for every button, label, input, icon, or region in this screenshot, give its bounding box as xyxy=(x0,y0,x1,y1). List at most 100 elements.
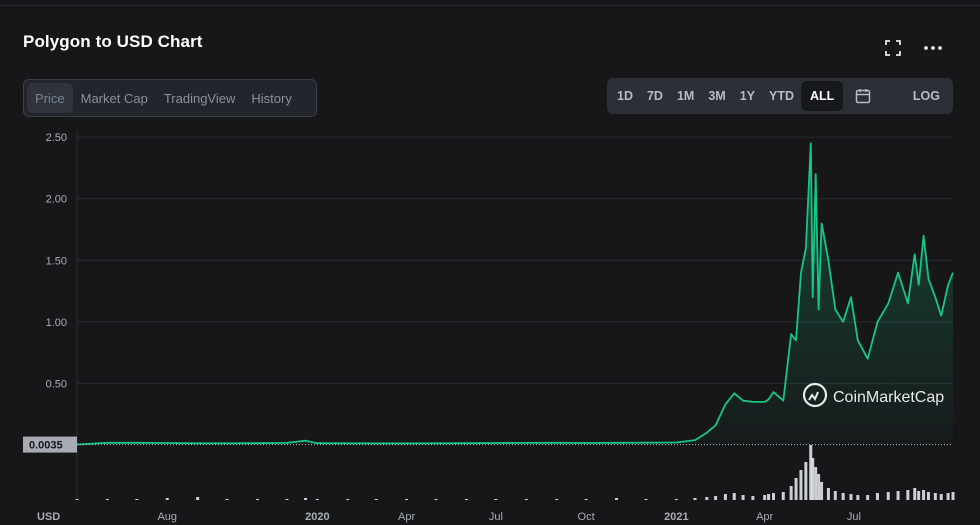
tab-history[interactable]: History xyxy=(251,90,292,106)
more-options-icon[interactable] xyxy=(922,37,944,59)
volume-bar xyxy=(763,495,767,500)
volume-bar xyxy=(255,499,259,500)
y-tick-label: 1.50 xyxy=(46,255,67,267)
volume-bar xyxy=(615,498,619,500)
top-divider xyxy=(0,5,980,6)
volume-bar xyxy=(913,488,917,500)
volume-bar xyxy=(723,494,727,500)
y-tick-label: 1.00 xyxy=(46,317,67,329)
volume-bar xyxy=(751,496,755,500)
x-tick-label: 2020 xyxy=(305,511,329,523)
volume-bar xyxy=(933,493,937,500)
volume-bar xyxy=(105,499,109,500)
x-tick-label: Jul xyxy=(489,511,503,523)
range-log[interactable]: LOG xyxy=(912,89,940,103)
volume-bar xyxy=(886,492,890,500)
calendar-icon[interactable] xyxy=(843,81,883,111)
volume-bar xyxy=(951,492,955,500)
volume-bar xyxy=(896,491,900,500)
volume-bar xyxy=(817,474,821,500)
volume-bar xyxy=(584,499,588,500)
price-area xyxy=(77,143,953,446)
volume-bar xyxy=(939,494,943,500)
volume-bar xyxy=(405,499,409,500)
range-ytd[interactable]: YTD xyxy=(769,89,795,103)
fullscreen-icon[interactable] xyxy=(882,37,904,59)
volume-bars xyxy=(75,445,955,500)
volume-bar xyxy=(841,493,845,500)
volume-bar xyxy=(705,497,709,500)
volume-bar xyxy=(906,490,910,500)
y-tick-label: 2.50 xyxy=(46,132,67,144)
current-price-label: 0.0035 xyxy=(29,440,63,452)
volume-bar xyxy=(794,478,798,500)
x-tick-label: 2021 xyxy=(664,511,688,523)
volume-bar xyxy=(781,492,785,500)
coinmarketcap-watermark: CoinMarketCap xyxy=(802,382,944,408)
x-tick-label: Apr xyxy=(756,511,773,523)
x-tick-label: Oct xyxy=(578,511,595,523)
x-tick-label: Apr xyxy=(398,511,415,523)
volume-bar xyxy=(820,482,824,500)
volume-bar xyxy=(809,445,813,500)
volume-bar xyxy=(464,499,468,500)
watermark-text: CoinMarketCap xyxy=(833,389,944,406)
volume-bar xyxy=(555,499,559,500)
volume-bar xyxy=(922,490,926,500)
volume-bar xyxy=(165,498,169,500)
range-1m[interactable]: 1M xyxy=(676,89,695,103)
volume-bar xyxy=(196,497,200,500)
volume-bar xyxy=(644,499,648,500)
range-7d[interactable]: 7D xyxy=(646,89,663,103)
volume-bar xyxy=(494,499,498,500)
volume-bar xyxy=(732,493,736,500)
volume-bar xyxy=(866,495,870,500)
volume-bar xyxy=(789,486,793,500)
price-line xyxy=(76,142,954,446)
volume-bar xyxy=(804,462,808,500)
x-tick-label: Aug xyxy=(157,511,177,523)
x-axis: USD Aug 2020 Apr Jul Oct 2021 Apr Jul xyxy=(37,511,861,523)
tab-market-cap[interactable]: Market Cap xyxy=(80,90,148,106)
volume-bar xyxy=(315,499,319,500)
time-range-selector: 1D 7D 1M 3M 1Y YTD ALL LOG xyxy=(607,78,953,114)
volume-bar xyxy=(799,470,803,500)
volume-bar xyxy=(771,493,775,500)
volume-bar xyxy=(875,493,879,500)
volume-bar xyxy=(917,491,921,500)
x-tick-label: Jul xyxy=(847,511,861,523)
volume-bar xyxy=(374,499,378,500)
price-chart[interactable]: 0.50 1.00 1.50 2.00 2.50 USD Aug 2020 Apr Jul Oct… xyxy=(0,125,980,525)
volume-bar xyxy=(714,496,718,500)
volume-bar xyxy=(693,498,697,500)
range-1d[interactable]: 1D xyxy=(617,89,633,103)
volume-bar xyxy=(926,492,930,500)
volume-bar xyxy=(811,458,815,500)
volume-bar xyxy=(826,488,830,500)
volume-bar xyxy=(225,499,229,500)
range-1y[interactable]: 1Y xyxy=(739,89,756,103)
volume-bar xyxy=(767,494,771,500)
tab-tradingview[interactable]: TradingView xyxy=(163,90,236,106)
volume-bar xyxy=(135,499,139,500)
y-axis: 0.50 1.00 1.50 2.00 2.50 xyxy=(46,132,67,390)
volume-bar xyxy=(674,499,678,500)
volume-bar xyxy=(849,494,853,500)
y-tick-label: 2.00 xyxy=(46,194,67,206)
range-all[interactable]: ALL xyxy=(801,81,844,111)
range-3m[interactable]: 3M xyxy=(708,89,726,103)
volume-bar xyxy=(524,499,528,500)
volume-bar xyxy=(856,495,860,500)
volume-bar xyxy=(814,467,818,500)
volume-bar xyxy=(946,493,950,500)
volume-bar xyxy=(833,491,837,500)
currency-label: USD xyxy=(37,511,60,523)
volume-bar xyxy=(346,499,350,500)
volume-bar xyxy=(741,495,745,500)
y-tick-label: 0.50 xyxy=(46,378,67,390)
volume-bar xyxy=(434,499,438,500)
volume-bar xyxy=(285,499,289,500)
tab-price[interactable]: Price xyxy=(27,83,73,113)
volume-bar xyxy=(304,498,308,500)
chart-title: Polygon to USD Chart xyxy=(23,32,203,51)
